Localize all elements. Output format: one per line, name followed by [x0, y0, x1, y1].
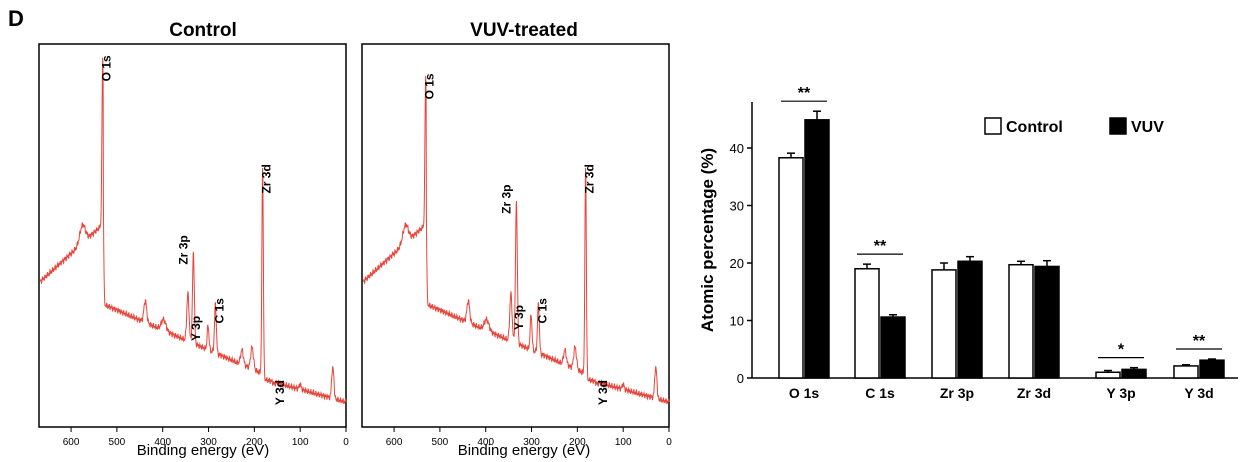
significance-marker: **	[798, 85, 811, 102]
peak-label: Zr 3p	[176, 235, 190, 264]
control-spectrum-line	[39, 57, 347, 405]
x-tick-label: 0	[666, 437, 672, 448]
significance-marker: **	[874, 238, 887, 255]
x-tick-label: 400	[154, 437, 171, 448]
x-category-label: C 1s	[865, 385, 895, 401]
vuv-peak-labels: O 1s Zr 3p Y 3p C 1s Zr 3d Y 3d	[423, 73, 610, 405]
x-tick-label: 300	[523, 437, 540, 448]
peak-label: Zr 3d	[260, 164, 274, 193]
x-tick-label: 500	[109, 437, 126, 448]
peak-label: Y 3d	[273, 380, 287, 405]
control-x-ticks: 600 500 400 300 200 100 0	[63, 427, 349, 448]
x-tick-label: 200	[569, 437, 586, 448]
legend-label-vuv: VUV	[1131, 119, 1164, 136]
x-category-label: Zr 3p	[940, 385, 974, 401]
atomic-percentage-bar-chart: Atomic percentage (%) 0 10 20 30 40 O 1s ** C …	[698, 85, 1238, 401]
control-frame	[38, 43, 347, 428]
peak-label: Y 3p	[189, 316, 203, 341]
bar-axes: 0 10 20 30 40	[730, 102, 1238, 386]
bar-marks: O 1s ** C 1s ** Zr 3p Zr 3d Y 3p * Y 3d **	[778, 85, 1225, 401]
peak-label: O 1s	[423, 73, 437, 99]
peak-label: Y 3d	[596, 380, 610, 405]
bar-vuv	[1121, 368, 1147, 379]
bar-control	[1008, 263, 1034, 379]
vuv-x-ticks: 600 500 400 300 200 100 0	[386, 427, 672, 448]
y-tick-label: 10	[730, 314, 744, 329]
vuv-spectrum-line	[362, 76, 670, 405]
legend-label-control: Control	[1006, 119, 1063, 136]
vuv-frame	[361, 43, 670, 428]
bar-vuv	[880, 316, 906, 379]
legend-swatch-vuv	[1109, 117, 1127, 135]
legend-swatch-control	[984, 117, 1002, 135]
bar-vuv	[1034, 265, 1060, 379]
bar-control	[1173, 365, 1199, 379]
control-peak-labels: O 1s Zr 3p C 1s Y 3p Zr 3d Y 3d	[100, 55, 287, 405]
vuv-spectrum-panel: VUV-treated 600 500 400 300 200 100 0 O 1s Zr 3…	[361, 20, 672, 459]
peak-label: O 1s	[100, 55, 114, 81]
x-tick-label: 200	[246, 437, 263, 448]
significance-marker: *	[1118, 342, 1125, 359]
bar-control	[854, 268, 880, 379]
x-tick-label: 400	[477, 437, 494, 448]
bar-vuv	[1199, 359, 1225, 379]
x-tick-label: 600	[386, 437, 403, 448]
x-tick-label: 300	[200, 437, 217, 448]
control-x-axis-label: Binding energy (eV)	[137, 442, 270, 459]
x-tick-label: 500	[432, 437, 449, 448]
y-tick-label: 20	[730, 256, 744, 271]
vuv-x-axis-label: Binding energy (eV)	[458, 442, 591, 459]
bar-control	[931, 269, 957, 379]
bar-y-axis-label: Atomic percentage (%)	[698, 148, 717, 332]
x-category-label: O 1s	[789, 385, 820, 401]
x-tick-label: 0	[343, 437, 349, 448]
x-tick-label: 100	[615, 437, 632, 448]
peak-label: C 1s	[535, 298, 549, 324]
y-tick-label: 0	[737, 371, 744, 386]
x-tick-label: 600	[63, 437, 80, 448]
x-category-label: Y 3p	[1106, 385, 1135, 401]
x-tick-label: 100	[292, 437, 309, 448]
bar-legend: Control VUV	[984, 117, 1164, 136]
bar-vuv	[957, 260, 983, 379]
bar-vuv	[804, 119, 830, 379]
bar-control	[1095, 371, 1121, 379]
panel-label: D	[8, 6, 24, 31]
bar-control	[778, 157, 804, 379]
vuv-title: VUV-treated	[470, 20, 578, 41]
significance-marker: **	[1193, 333, 1206, 350]
y-tick-label: 30	[730, 199, 744, 214]
peak-label: Zr 3p	[499, 185, 513, 214]
y-tick-label: 40	[730, 141, 744, 156]
control-spectrum-panel: Control 600 500 400 300 200 100 0 O 1s Zr 3p C 1…	[38, 20, 349, 459]
control-title: Control	[169, 20, 237, 41]
peak-label: Y 3p	[512, 305, 526, 330]
x-category-label: Zr 3d	[1017, 385, 1051, 401]
peak-label: C 1s	[212, 298, 226, 324]
x-category-label: Y 3d	[1184, 385, 1213, 401]
peak-label: Zr 3d	[583, 164, 597, 193]
